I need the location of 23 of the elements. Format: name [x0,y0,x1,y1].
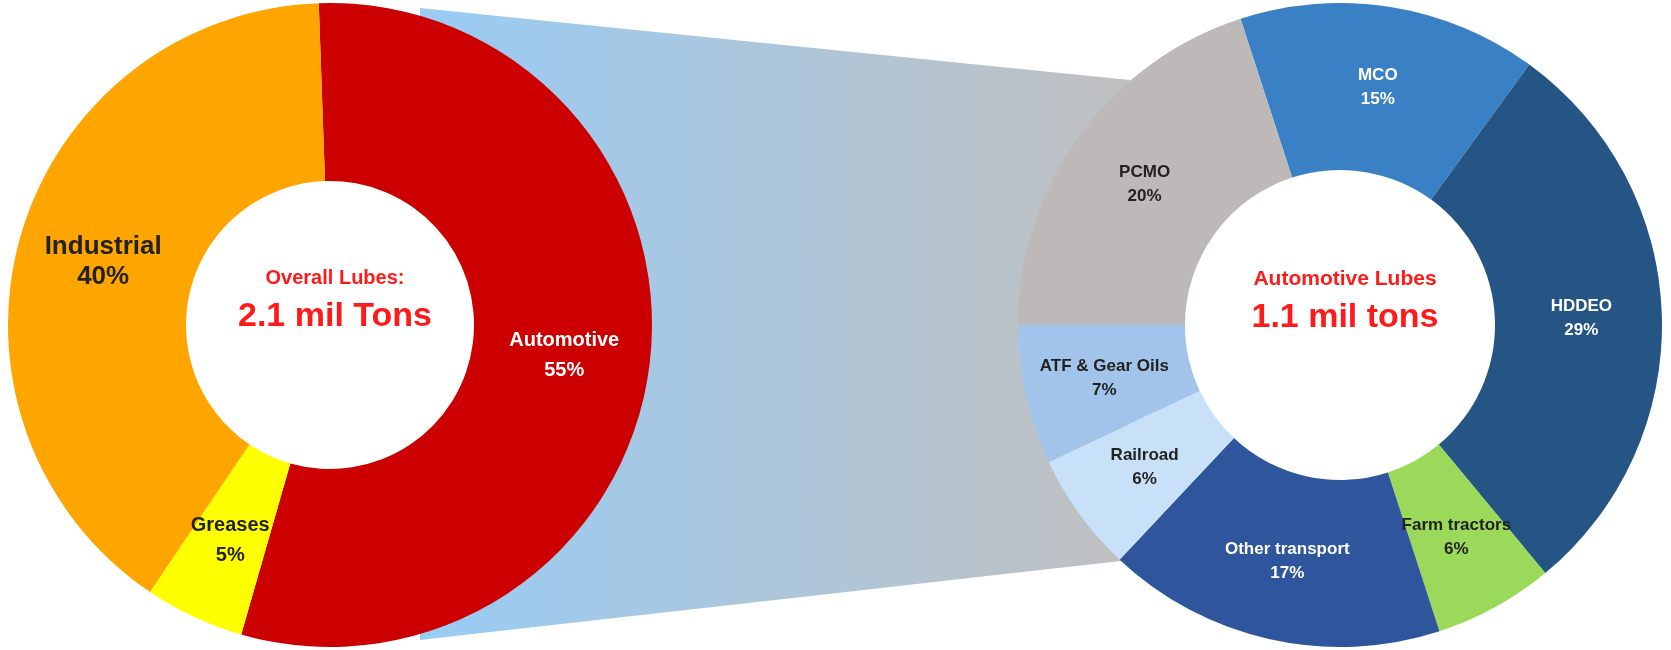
slice-label: PCMO [1119,161,1171,181]
data-label: 20% [1127,185,1162,205]
data-label: 6% [1132,469,1157,489]
slice-label: Other transport [1224,539,1350,559]
data-label: 17% [1270,563,1305,583]
text: Automotive Lubes [1253,266,1437,289]
data-label: 5% [215,542,245,565]
slice-label: Railroad [1110,445,1179,465]
slice-label: ATF & Gear Oils [1039,356,1169,376]
text: Overall Lubes: [265,266,405,288]
slice-label: Automotive [509,327,620,350]
data-label: 6% [1444,539,1469,559]
slice-label: HDDEO [1550,295,1613,315]
data-label: 15% [1360,88,1395,108]
text: 1.1 mil tons [1251,296,1439,334]
data-label: 55% [544,357,585,380]
text: 2.1 mil Tons [238,295,432,333]
slice-label: Industrial [44,229,162,260]
data-label: 29% [1564,319,1599,339]
slice-label: MCO [1357,64,1398,84]
slice-label: Greases [190,512,270,535]
data-label: 7% [1092,380,1117,400]
data-label: 40% [77,259,130,290]
